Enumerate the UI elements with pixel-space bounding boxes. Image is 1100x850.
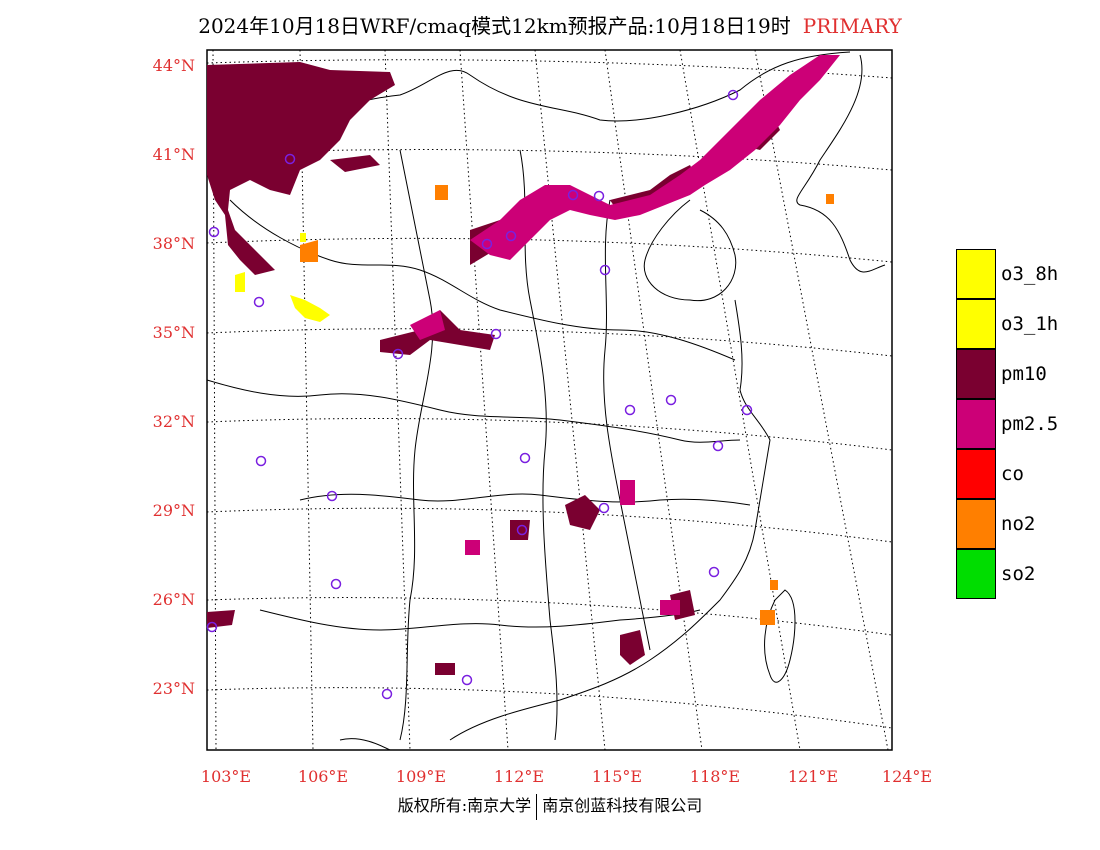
primary-tag: PRIMARY — [802, 14, 902, 38]
legend-item-o3-1h: o3_1h — [956, 299, 1096, 349]
province-line-3 — [299, 493, 751, 506]
legend-label: so2 — [1001, 563, 1036, 585]
lon-label-115: 115°E — [592, 767, 642, 786]
lon-label-124: 124°E — [882, 767, 932, 786]
map-title-text: 2024年10月18日WRF/cmaq模式12km预报产品:10月18日19时 — [198, 14, 791, 38]
legend-item-no2: no2 — [956, 499, 1096, 549]
bohai-coast — [643, 199, 737, 302]
lat-label-35: 35°N — [153, 323, 195, 342]
legend-item-pm25: pm2.5 — [956, 399, 1096, 449]
province-line-6 — [519, 149, 558, 741]
legend-item-o3-8h: o3_8h — [956, 249, 1096, 299]
province-line-4 — [259, 609, 701, 631]
map-frame — [206, 49, 893, 751]
legend-item-so2: so2 — [956, 549, 1096, 599]
legend-swatch — [956, 449, 996, 499]
lat-labels: 44°N 41°N 38°N 35°N 32°N 29°N 26°N 23°N — [153, 56, 195, 698]
legend-label: o3_1h — [1001, 313, 1059, 335]
copyright-left: 版权所有:南京大学 — [397, 796, 532, 815]
legend-swatch — [956, 499, 996, 549]
legend-swatch — [956, 399, 996, 449]
footer-divider — [536, 793, 538, 820]
pm25-north-china-band — [470, 55, 840, 260]
lat-label-32: 32°N — [153, 412, 195, 431]
province-line-2 — [206, 379, 741, 443]
lat-label-26: 26°N — [153, 590, 195, 609]
no2-areas — [300, 185, 834, 625]
lon-label-121: 121°E — [788, 767, 838, 786]
legend-swatch — [956, 249, 996, 299]
legend-label: o3_8h — [1001, 263, 1059, 285]
copyright-right: 南京创蓝科技有限公司 — [542, 796, 703, 815]
lon-label-112: 112°E — [494, 767, 544, 786]
pm25-areas — [410, 55, 840, 615]
pm10-hunan — [510, 520, 530, 540]
province-line-5 — [399, 149, 434, 741]
lat-label-44: 44°N — [153, 56, 195, 75]
pm10-jiangxi — [565, 495, 600, 530]
legend-label: pm10 — [1001, 363, 1047, 385]
lat-label-41: 41°N — [153, 145, 195, 164]
east-coast — [449, 299, 771, 741]
lon-label-118: 118°E — [690, 767, 740, 786]
legend-item-pm10: pm10 — [956, 349, 1096, 399]
lon-label-103: 103°E — [201, 767, 251, 786]
taiwan — [764, 589, 796, 683]
pm10-band-north — [330, 155, 380, 172]
lon-label-109: 109°E — [396, 767, 446, 786]
lon-labels: 103°E 106°E 109°E 112°E 115°E 118°E 121°… — [201, 767, 932, 786]
pm10-inner-mongolia — [207, 62, 395, 275]
legend-label: pm2.5 — [1001, 413, 1059, 435]
map-title: 2024年10月18日WRF/cmaq模式12km预报产品:10月18日19时 P… — [0, 10, 1100, 39]
lon-label-106: 106°E — [298, 767, 348, 786]
legend-item-co: co — [956, 449, 1096, 499]
lat-label-29: 29°N — [153, 501, 195, 520]
lat-label-38: 38°N — [153, 234, 195, 253]
hainan — [339, 738, 391, 751]
pm10-gx — [435, 663, 455, 675]
northeast-coast — [796, 54, 886, 273]
copyright-footer: 版权所有:南京大学 南京创蓝科技有限公司 — [0, 792, 1100, 820]
boundaries — [206, 51, 886, 751]
pm25-guangxi — [465, 540, 480, 555]
pm25-jiangxi — [620, 480, 635, 505]
pm25-fujian — [660, 600, 680, 615]
lat-label-23: 23°N — [153, 679, 195, 698]
pm10-guangdong — [620, 630, 645, 665]
legend-swatch — [956, 549, 996, 599]
province-line-1 — [229, 199, 736, 361]
pm25-henan — [410, 310, 445, 340]
legend-swatch — [956, 299, 996, 349]
legend-label: no2 — [1001, 513, 1036, 535]
legend-label: co — [1001, 463, 1024, 485]
legend-swatch — [956, 349, 996, 399]
city-markers — [206, 89, 753, 700]
o3-areas — [235, 233, 330, 322]
